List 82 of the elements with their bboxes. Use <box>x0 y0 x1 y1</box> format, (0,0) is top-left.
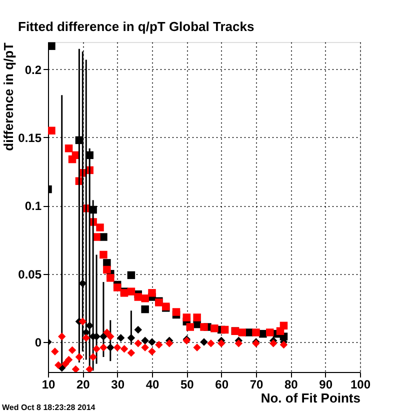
x-tick-label: 60 <box>215 378 229 392</box>
point <box>186 323 194 331</box>
y-tick-label: 0.1 <box>24 199 42 214</box>
x-axis-title: No. of Fit Points <box>260 390 360 406</box>
x-tick-label: 70 <box>250 378 264 392</box>
point <box>106 332 114 340</box>
point <box>134 326 142 334</box>
point <box>64 356 73 364</box>
point <box>82 334 90 342</box>
point <box>193 314 201 322</box>
point <box>78 318 87 326</box>
point <box>217 339 226 348</box>
point <box>116 334 125 342</box>
point <box>238 328 246 336</box>
y-axis-title: difference in q/pT <box>1 42 16 151</box>
point <box>141 305 149 314</box>
point <box>141 336 149 345</box>
point <box>210 324 218 332</box>
point <box>48 42 56 50</box>
point <box>120 344 128 353</box>
point <box>75 353 84 361</box>
point <box>100 344 108 352</box>
point <box>100 250 108 259</box>
point <box>92 344 100 353</box>
point <box>103 266 111 274</box>
point <box>148 289 156 297</box>
point <box>103 328 111 336</box>
point <box>141 344 149 352</box>
point <box>106 344 114 352</box>
point <box>113 344 122 352</box>
point <box>269 339 278 348</box>
y-tick-label: 0.15 <box>18 130 42 145</box>
point <box>127 288 136 296</box>
point <box>207 339 215 348</box>
point <box>182 314 191 322</box>
point <box>127 271 136 280</box>
point <box>155 340 163 349</box>
y-tick-label: 0.05 <box>18 267 42 282</box>
point <box>234 339 243 348</box>
point <box>148 348 156 356</box>
x-tick-label: 30 <box>111 378 125 392</box>
point <box>141 294 149 302</box>
point <box>89 353 97 361</box>
point <box>113 284 122 292</box>
x-tick-label: 90 <box>319 378 333 392</box>
point <box>72 365 80 372</box>
x-tick-label: 10 <box>42 378 56 392</box>
point <box>280 322 288 330</box>
point <box>266 328 274 336</box>
point <box>165 339 174 348</box>
y-tick-label: 0.2 <box>24 62 42 77</box>
point <box>134 339 142 348</box>
point <box>200 338 208 346</box>
point <box>100 332 108 340</box>
x-tick-label: 20 <box>76 378 90 392</box>
text: Wed Oct 8 18:23:28 2014 <box>2 403 96 412</box>
point <box>280 340 288 349</box>
point <box>51 348 59 356</box>
point <box>86 322 94 330</box>
point <box>86 365 94 372</box>
point <box>200 323 208 331</box>
point <box>64 144 73 152</box>
point <box>148 338 156 346</box>
point <box>48 126 56 135</box>
point <box>193 344 201 352</box>
point <box>252 328 260 336</box>
x-tick-label: 80 <box>284 378 298 392</box>
point <box>106 274 114 282</box>
point <box>96 224 104 232</box>
point <box>54 361 62 370</box>
point <box>220 326 229 334</box>
x-tick-label: 50 <box>180 378 194 392</box>
point <box>58 332 66 340</box>
x-tick-label: 100 <box>350 378 371 392</box>
point <box>127 334 136 342</box>
y-tick-label: 0 <box>34 336 42 350</box>
chart-title: Fitted difference in q/pT Global Tracks <box>18 19 254 34</box>
point <box>127 349 136 357</box>
point <box>172 308 180 316</box>
x-tick-label: 40 <box>146 378 160 392</box>
point <box>61 360 70 368</box>
point <box>68 346 76 354</box>
